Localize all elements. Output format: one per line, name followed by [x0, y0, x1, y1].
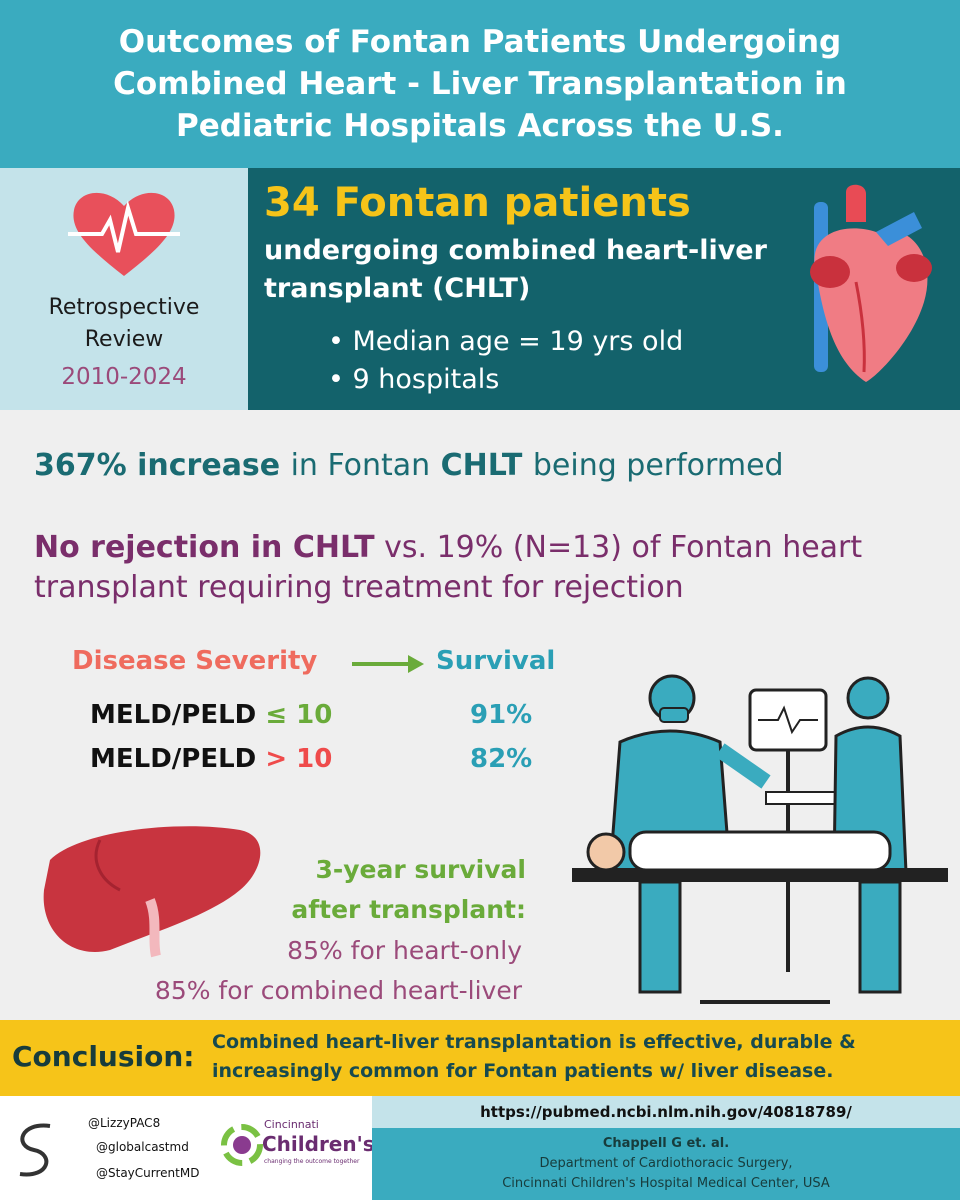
table-header: Survival [436, 646, 556, 676]
bullet: • Median age = 19 yrs old [328, 326, 684, 357]
three-year-line: 85% for combined heart-liver [154, 976, 522, 1005]
citation-line: Cincinnati Children's Hospital Medical C… [502, 1176, 830, 1191]
citation-author: Chappell G et. al. [602, 1136, 730, 1151]
three-year-title: 3-year survival after transplant: [291, 855, 526, 924]
increase-finding: 367% increase in Fontan CHLT being perfo… [34, 448, 784, 483]
table-row: MELD/PELD ≤ 10 [90, 700, 332, 730]
title: Outcomes of Fontan Patients Undergoing C… [113, 24, 847, 144]
surgery-illustration [572, 674, 948, 1004]
bullet-text: Median age = 19 yrs old [352, 326, 684, 357]
table-row: MELD/PELD > 10 [90, 744, 332, 774]
handle: @StayCurrentMD [96, 1166, 200, 1180]
heart-icon [68, 192, 180, 276]
row-survival: 91% [470, 700, 533, 730]
conclusion-bar: Conclusion: Combined heart-liver transpl… [0, 1020, 960, 1096]
liver-illustration [43, 826, 261, 958]
footer-url-strip: https://pubmed.ncbi.nlm.nih.gov/40818789… [372, 1096, 960, 1128]
row-threshold: > 10 [265, 744, 333, 774]
handle: @globalcastmd [96, 1140, 189, 1154]
study-period: 2010-2024 [61, 364, 187, 390]
table-header: Disease Severity [72, 646, 318, 676]
row-survival: 82% [470, 744, 533, 774]
logo-name: Cincinnati [264, 1118, 319, 1131]
footer-social: @LizzyPAC8 @globalcastmd @StayCurrentMD … [0, 1096, 375, 1200]
footer-citation: Chappell G et. al. Department of Cardiot… [372, 1128, 960, 1200]
study-panel: Retrospective Review 2010-2024 [0, 168, 248, 410]
cohort-description: undergoing combined heart-liver transpla… [264, 235, 767, 304]
citation-line: Department of Cardiothoracic Surgery, [539, 1156, 793, 1171]
finding-bold: CHLT [440, 448, 523, 483]
cohort-panel: 34 Fontan patients undergoing combined h… [248, 168, 960, 410]
row-label: MELD/PELD [90, 700, 257, 730]
logo-mark [19, 1123, 51, 1177]
three-year-line: 85% for heart-only [287, 936, 522, 965]
finding-text: being performed [532, 448, 784, 483]
header: Outcomes of Fontan Patients Undergoing C… [0, 0, 960, 168]
study-design: Retrospective Review [48, 295, 200, 352]
conclusion-text: Combined heart-liver transplantation is … [212, 1031, 856, 1082]
finding-bold: No rejection in CHLT [34, 530, 375, 565]
rejection-finding: No rejection in CHLT vs. 19% (N=13) of F… [34, 528, 934, 608]
url: https://pubmed.ncbi.nlm.nih.gov/40818789… [480, 1103, 852, 1121]
conclusion-label: Conclusion: [12, 1040, 195, 1073]
row-label: MELD/PELD [90, 744, 257, 774]
heart-illustration [810, 184, 932, 382]
logo-tagline: changing the outcome together [264, 1158, 360, 1165]
row-threshold: ≤ 10 [265, 700, 333, 730]
finding-text: vs. 19% (N=13) of Fontan heart transplan… [34, 530, 863, 605]
bullet: • 9 hospitals [328, 364, 500, 395]
bullet-text: 9 hospitals [352, 364, 500, 395]
finding-text: in Fontan [290, 448, 431, 483]
handle: @LizzyPAC8 [88, 1116, 161, 1130]
finding-bold: 367% increase [34, 448, 281, 483]
cohort-headline: 34 Fontan patients [264, 180, 691, 226]
logo-brand: Children's [262, 1132, 375, 1156]
cincinnati-icon [221, 1124, 263, 1166]
arrow [352, 655, 424, 673]
